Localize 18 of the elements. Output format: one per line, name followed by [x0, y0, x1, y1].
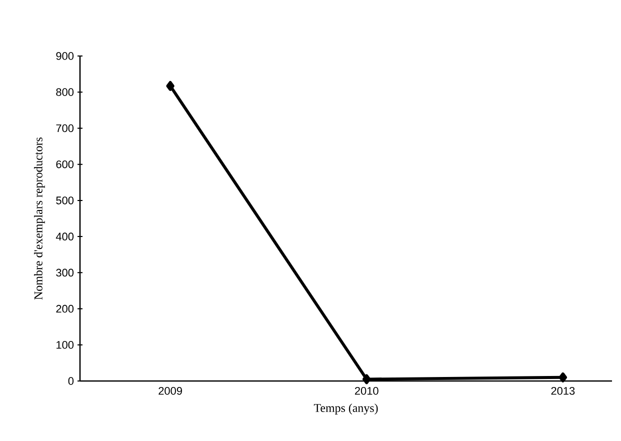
y-tick-label: 800: [56, 88, 74, 96]
y-axis-title: Nombre d'exemplars reproductors: [34, 138, 45, 300]
point: [558, 372, 568, 382]
x-tick-label: 2009: [158, 387, 182, 395]
y-tick-label: 100: [56, 341, 74, 349]
y-tick-label: 0: [68, 377, 74, 385]
point: [166, 80, 174, 91]
y-tick-label: 500: [56, 196, 74, 204]
x-axis-title: Temps (anys): [314, 404, 378, 414]
y-tick-label: 300: [56, 268, 74, 277]
x-tick-label: 2013: [551, 387, 575, 395]
y-tick-label: 200: [56, 304, 74, 313]
point: [362, 374, 371, 384]
y-tick-label: 900: [56, 52, 74, 60]
y-tick-label: 700: [56, 124, 74, 132]
y-tick-label: 600: [56, 160, 74, 168]
y-tick-label: 400: [56, 232, 74, 240]
x-tick-label: 2010: [354, 387, 378, 395]
